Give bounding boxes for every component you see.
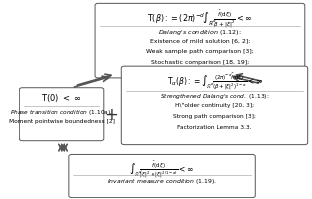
Text: $\mathit{Strengthened\ Dalang's\ cond.}$ (1.13):: $\mathit{Strengthened\ Dalang's\ cond.}$… [160, 93, 269, 102]
Text: $\mathit{Dalang's\ condition}$ (1.12):: $\mathit{Dalang's\ condition}$ (1.12): [158, 28, 242, 38]
Text: Moment pointwise boundedness [2]: Moment pointwise boundedness [2] [8, 119, 115, 124]
Text: $\mathit{Invariant\ measure\ condition}$ (1.19).: $\mathit{Invariant\ measure\ condition}$… [107, 177, 217, 186]
Text: Stochastic comparison [18, 19];: Stochastic comparison [18, 19]; [151, 60, 249, 65]
Text: Factorization Lemma 3.3.: Factorization Lemma 3.3. [177, 125, 252, 130]
Text: $\mathsf{T}(\beta) := (2\pi)^{-d}\!\int_{\mathbb{R}^d}\!\frac{\hat{f}(\mathrm{d}: $\mathsf{T}(\beta) := (2\pi)^{-d}\!\int_… [147, 7, 253, 30]
FancyBboxPatch shape [95, 3, 305, 78]
FancyBboxPatch shape [69, 154, 255, 198]
Text: Existence of mild solution [6, 2];: Existence of mild solution [6, 2]; [150, 39, 250, 44]
Text: $\int_{\mathbb{R}^d}\!\frac{\hat{f}(\mathrm{d}\xi)}{|\xi|^2 \wedge |\xi|^{2(1-\a: $\int_{\mathbb{R}^d}\!\frac{\hat{f}(\mat… [129, 158, 195, 181]
Text: Strong path comparison [3];: Strong path comparison [3]; [173, 114, 256, 119]
Text: $\mathsf{T}(0)\ <\ \infty$: $\mathsf{T}(0)\ <\ \infty$ [41, 92, 82, 104]
Text: $\mathsf{T}_\alpha(\beta) := \int_{\mathbb{R}^d}\!\frac{(2\pi)^{-d}\hat{f}(\math: $\mathsf{T}_\alpha(\beta) := \int_{\math… [167, 70, 262, 93]
Text: H\"older continuity [20, 3];: H\"older continuity [20, 3]; [175, 103, 254, 108]
FancyBboxPatch shape [121, 66, 308, 145]
Text: Weak sample path comparison [3];: Weak sample path comparison [3]; [146, 50, 254, 55]
Text: $\mathit{Phase\ transition\ condition}$ (1.10a),: $\mathit{Phase\ transition\ condition}$ … [10, 108, 113, 117]
Text: +: + [104, 106, 118, 124]
FancyBboxPatch shape [19, 88, 104, 141]
